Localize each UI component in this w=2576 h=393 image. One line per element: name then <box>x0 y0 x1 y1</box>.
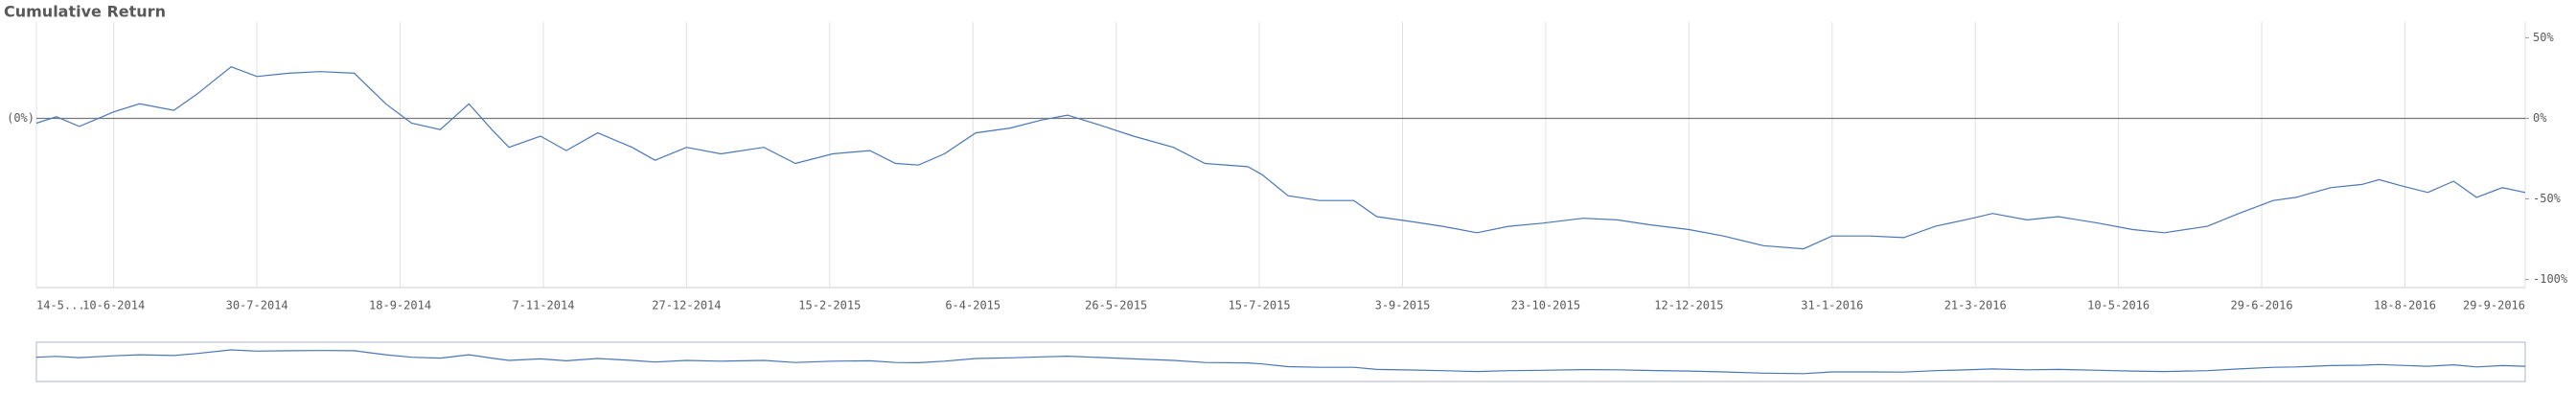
y-tick-label: 0% <box>2533 111 2547 125</box>
x-tick-label: 6-4-2015 <box>945 299 1000 312</box>
x-tick-label: 18-9-2014 <box>369 299 431 312</box>
x-tick-label: 18-8-2016 <box>2374 299 2436 312</box>
reference-label: (0%) <box>7 111 34 125</box>
x-tick-label: 29-6-2016 <box>2231 299 2293 312</box>
x-tick-label: 15-7-2015 <box>1229 299 1291 312</box>
x-tick-label: 30-7-2014 <box>226 299 288 312</box>
x-tick-label: 15-2-2015 <box>798 299 861 312</box>
x-tick-label: 7-11-2014 <box>512 299 574 312</box>
x-tick-label: 26-5-2015 <box>1085 299 1147 312</box>
x-tick-label: 12-12-2015 <box>1654 299 1723 312</box>
x-tick-label: 10-6-2014 <box>82 299 145 312</box>
x-tick-label: 10-5-2016 <box>2087 299 2150 312</box>
x-tick-label: 3-9-2015 <box>1375 299 1431 312</box>
line <box>35 66 2526 250</box>
navigator <box>35 341 2526 382</box>
x-tick-label: 14-5... <box>36 299 85 312</box>
chart-title: Cumulative Return <box>4 3 166 21</box>
y-tick-label: -100% <box>2533 272 2568 286</box>
x-tick-label: 21-3-2016 <box>1944 299 2007 312</box>
y-tick-label: 50% <box>2533 31 2554 44</box>
x-tick-label: 29-9-2016 <box>2463 299 2525 312</box>
x-tick-label: 31-1-2016 <box>1801 299 1863 312</box>
x-tick-label: 27-12-2014 <box>652 299 721 312</box>
x-tick-label: 23-10-2015 <box>1511 299 1580 312</box>
y-tick-label: -50% <box>2533 192 2562 205</box>
navigator-line <box>35 349 2526 375</box>
